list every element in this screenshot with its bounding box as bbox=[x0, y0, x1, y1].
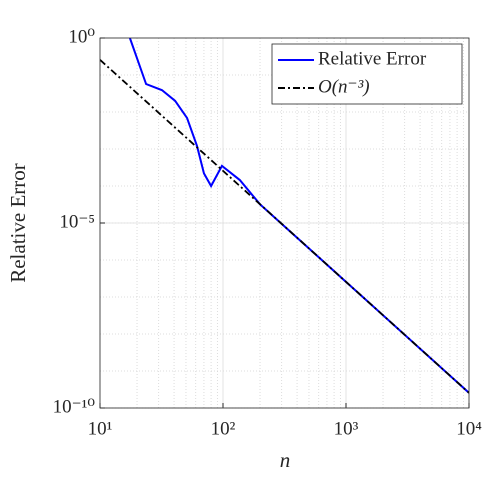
x-tick-label: 10⁴ bbox=[456, 418, 482, 439]
legend-label: Relative Error bbox=[318, 48, 427, 69]
y-axis-label: Relative Error bbox=[6, 163, 30, 283]
legend-label: O(n⁻³) bbox=[318, 76, 370, 97]
x-tick-label: 10² bbox=[211, 418, 236, 439]
x-tick-label: 10³ bbox=[334, 418, 359, 439]
series-line bbox=[128, 38, 469, 394]
plot-frame bbox=[99, 37, 470, 409]
x-axis-label: n bbox=[280, 448, 291, 472]
y-tick-label: 10⁻¹⁰ bbox=[53, 396, 96, 417]
y-tick-label: 10⁰ bbox=[68, 26, 95, 47]
legend-box bbox=[271, 43, 463, 105]
plot-lines bbox=[100, 38, 469, 394]
y-tick-label: 10⁻⁵ bbox=[59, 211, 95, 232]
x-tick-label: 10¹ bbox=[88, 418, 113, 439]
